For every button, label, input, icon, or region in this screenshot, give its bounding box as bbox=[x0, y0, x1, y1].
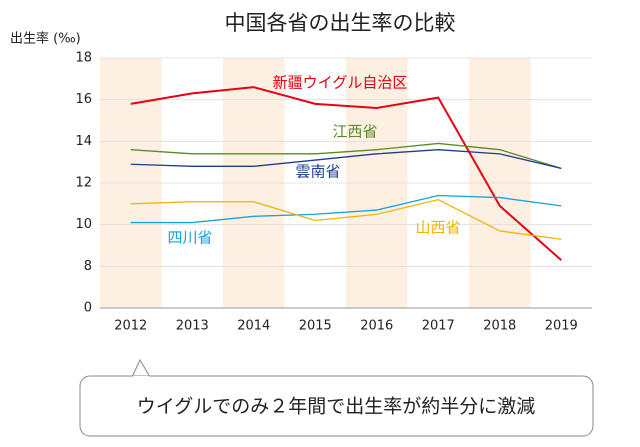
callout-box bbox=[79, 375, 594, 437]
y-tick-label: 12 bbox=[75, 176, 92, 191]
lines bbox=[130, 86, 562, 261]
x-tick-label: 2014 bbox=[237, 319, 270, 334]
series-line bbox=[130, 149, 562, 170]
series-label: 雲南省 bbox=[295, 163, 340, 181]
series-line bbox=[130, 198, 562, 240]
y-tick-label: 10 bbox=[75, 217, 92, 232]
series-line bbox=[130, 86, 562, 261]
y-tick-label: 8 bbox=[84, 259, 92, 274]
series-label: 新疆ウイグル自治区 bbox=[273, 74, 408, 92]
x-tick-label: 2015 bbox=[299, 319, 332, 334]
x-tick-label: 2019 bbox=[545, 319, 578, 334]
series-label: 四川省 bbox=[167, 229, 212, 247]
x-tick-label: 2018 bbox=[483, 319, 516, 334]
callout-pointer bbox=[131, 358, 151, 378]
series-line bbox=[130, 142, 562, 170]
x-tick-label: 2016 bbox=[360, 319, 393, 334]
y-axis-label: 出生率 (‰) bbox=[10, 31, 81, 47]
y-tick-label: 14 bbox=[75, 134, 92, 149]
grid bbox=[100, 57, 592, 309]
series-label: 江西省 bbox=[332, 123, 377, 141]
series-line bbox=[130, 194, 562, 224]
x-tick-label: 2012 bbox=[114, 319, 147, 334]
y-tick-label: 18 bbox=[75, 51, 92, 66]
x-tick-label: 2013 bbox=[176, 319, 209, 334]
y-tick-label: 0 bbox=[84, 301, 92, 316]
y-tick-label: 16 bbox=[75, 92, 92, 107]
x-tick-label: 2017 bbox=[422, 319, 455, 334]
annotation: ウイグルでのみ２年間で出生率が約半分に激減 bbox=[137, 396, 536, 418]
series-label: 山西省 bbox=[415, 219, 460, 237]
chart-title: 中国各省の出生率の比較 bbox=[225, 11, 456, 35]
